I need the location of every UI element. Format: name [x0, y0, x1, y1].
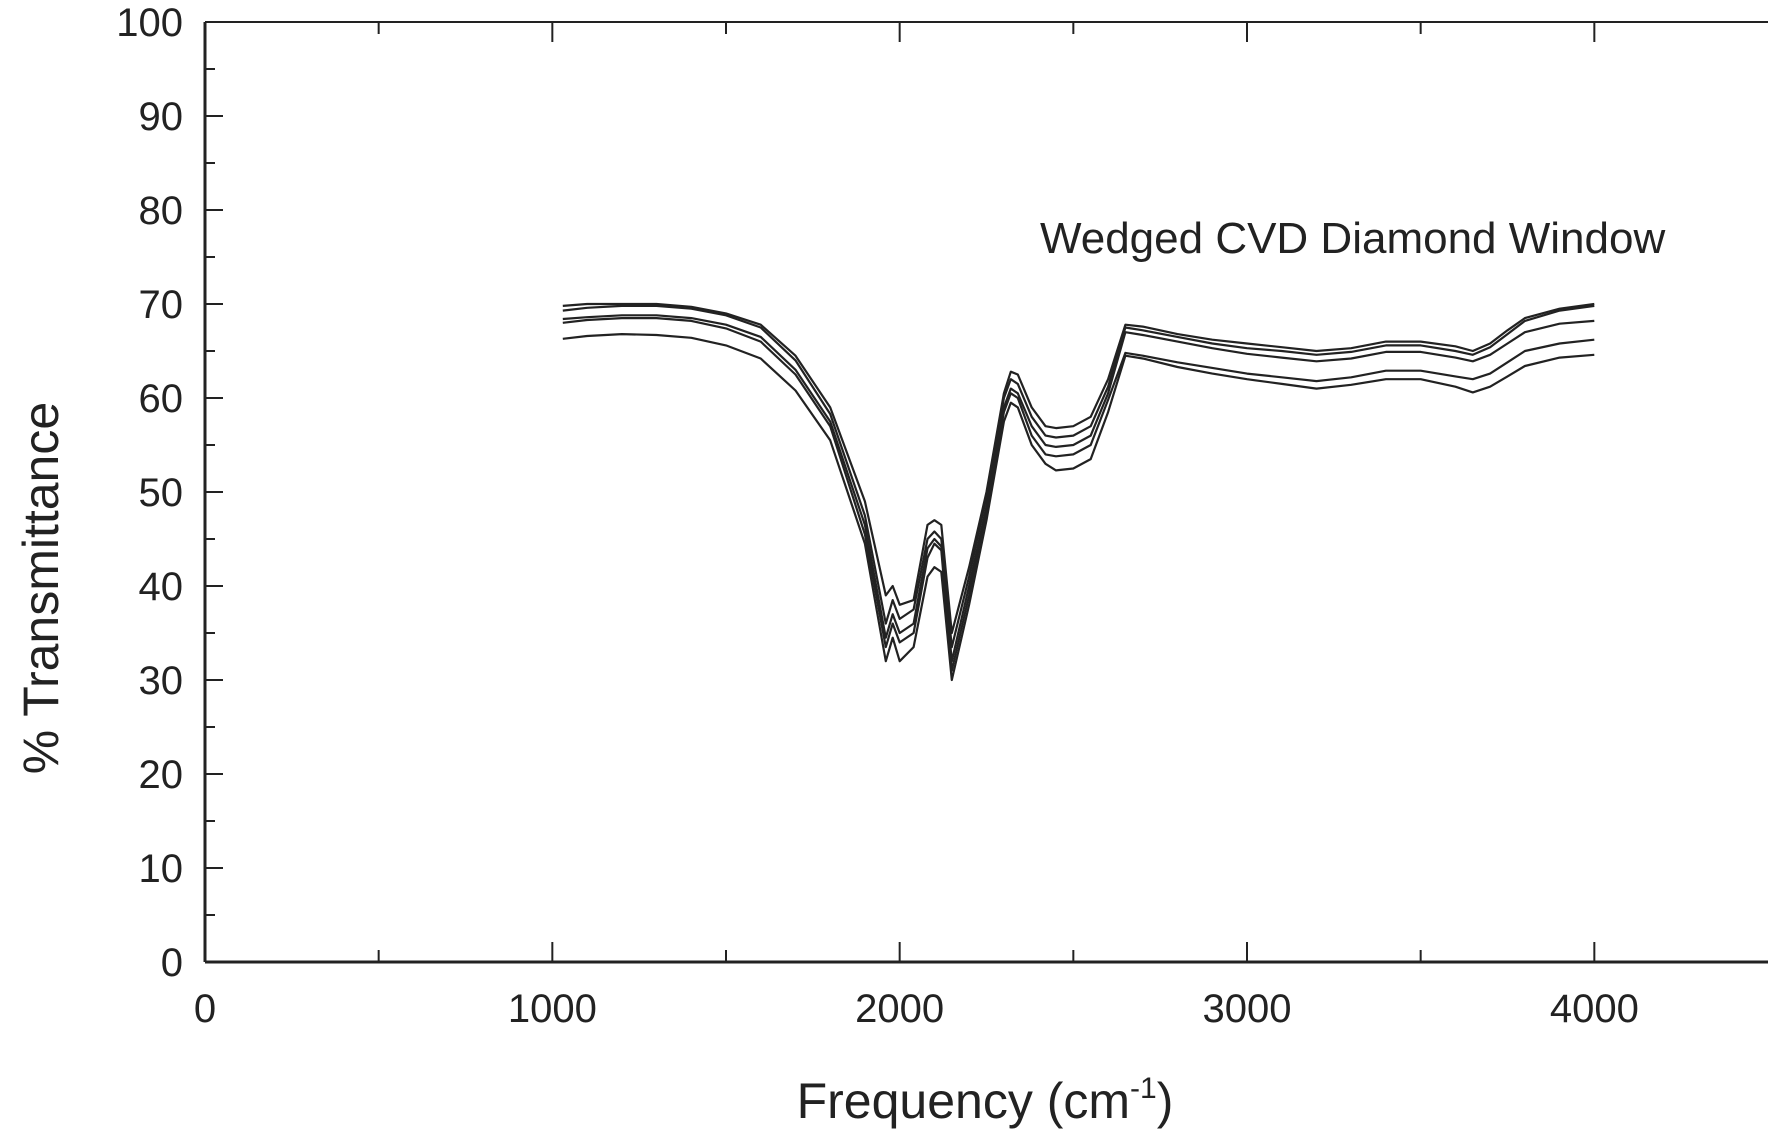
series-line-2	[562, 304, 1595, 649]
series-line-1	[562, 302, 1595, 635]
y-tick-label: 60	[139, 377, 184, 421]
y-tick-label: 50	[139, 471, 184, 515]
x-tick-label: 0	[194, 987, 216, 1031]
series-line-5	[562, 333, 1595, 682]
x-axis-label: Frequency (cm-1)	[797, 1072, 1174, 1129]
x-tick-label: 2000	[855, 987, 944, 1031]
x-tick-label: 1000	[508, 987, 597, 1031]
x-axis-label-close: )	[1157, 1073, 1174, 1129]
x-axis-label-main: Frequency (cm	[797, 1073, 1130, 1129]
y-tick-label: 40	[139, 565, 184, 609]
x-tick-label: 3000	[1203, 987, 1292, 1031]
y-tick-label: 70	[139, 283, 184, 327]
series-line-3	[562, 314, 1595, 663]
y-tick-label: 90	[139, 95, 184, 139]
y-axis-label: % Transmittance	[13, 402, 69, 774]
series-line-4	[562, 317, 1595, 672]
y-tick-label: 30	[139, 659, 184, 703]
y-tick-label: 20	[139, 753, 184, 797]
y-tick-label: 10	[139, 847, 184, 891]
x-tick-label: 4000	[1550, 987, 1639, 1031]
x-axis-label-superscript: -1	[1130, 1072, 1157, 1105]
y-tick-label: 100	[116, 1, 183, 45]
y-tick-label: 80	[139, 189, 184, 233]
chart-annotation: Wedged CVD Diamond Window	[1040, 214, 1665, 263]
y-tick-label: 0	[161, 941, 183, 985]
series-group	[562, 302, 1595, 682]
